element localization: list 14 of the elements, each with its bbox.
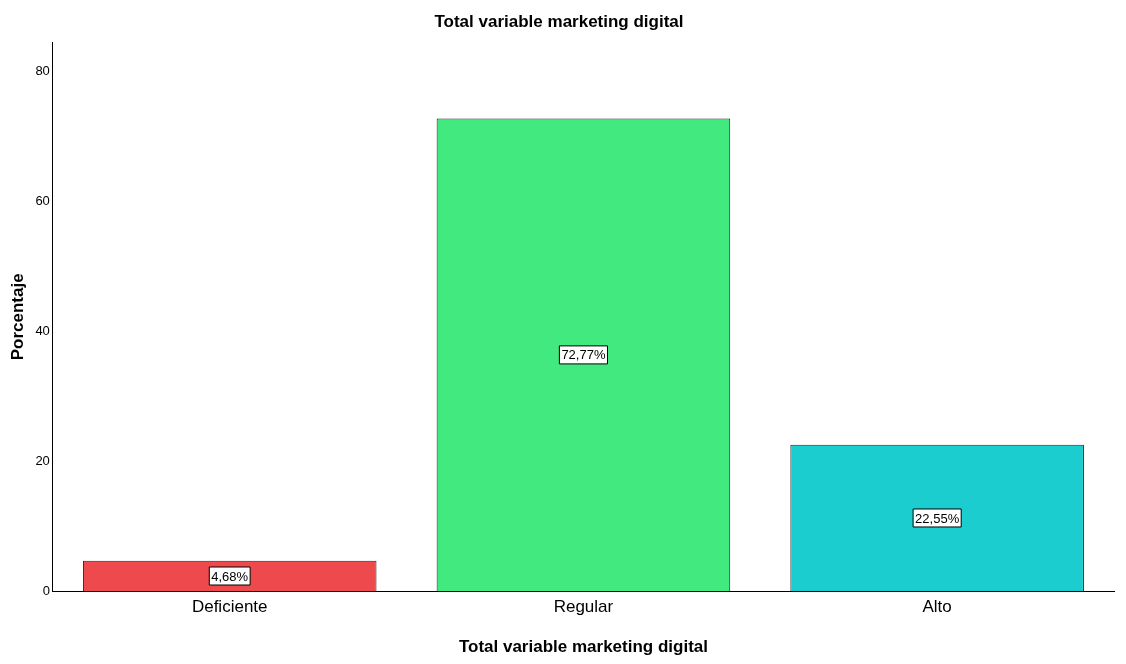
data-label: 4,68% [211,568,249,584]
y-tick-label: 20 [35,452,50,468]
y-axis-title: Porcentaje [7,273,27,361]
y-tick-label: 60 [35,193,50,209]
x-tick-label: Regular [553,597,614,617]
y-tick-label: 80 [35,63,50,79]
x-axis-title: Total variable marketing digital [458,637,708,657]
data-label: 22,55% [915,510,960,526]
data-label: 72,77% [561,347,606,363]
chart-title: Total variable marketing digital [434,11,684,31]
y-tick-label: 40 [35,322,50,338]
y-tick-label: 0 [42,582,50,598]
x-tick-label: Deficiente [191,597,268,617]
x-tick-label: Alto [922,597,952,617]
